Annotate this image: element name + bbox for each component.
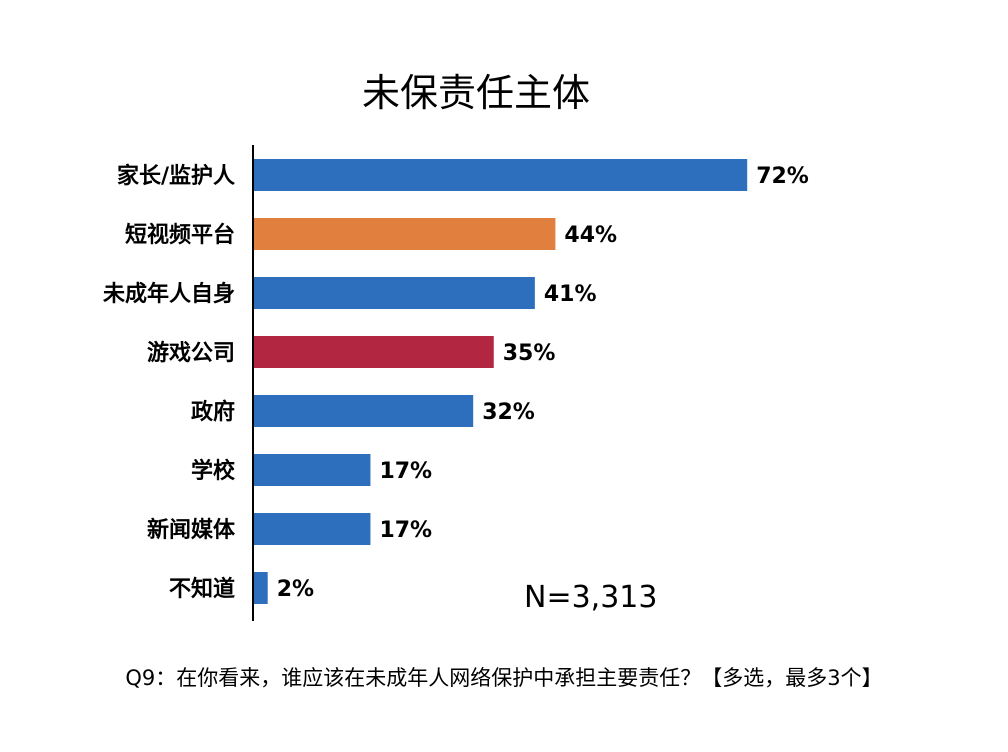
value-label-7: 2% [277, 577, 314, 602]
category-label-4: 政府 [191, 399, 235, 425]
category-label-1: 短视频平台 [125, 222, 235, 248]
category-label-6: 新闻媒体 [147, 517, 236, 543]
category-label-2: 未成年人自身 [103, 281, 235, 307]
bar-5 [254, 454, 371, 486]
value-label-5: 17% [379, 459, 432, 484]
bar-1 [254, 218, 556, 250]
category-label-5: 学校 [191, 458, 236, 484]
value-label-2: 41% [544, 282, 597, 307]
bar-0 [254, 159, 748, 191]
value-label-4: 32% [482, 400, 535, 425]
sample-size-label: N=3,313 [524, 580, 658, 615]
bar-7 [254, 572, 268, 604]
chart-title: 未保责任主体 [361, 71, 590, 115]
bar-3 [254, 336, 494, 368]
bar-6 [254, 513, 371, 545]
question-footnote: Q9：在你看来，谁应该在未成年人网络保护中承担主要责任？【多选，最多3个】 [125, 666, 883, 690]
value-label-1: 44% [564, 223, 617, 248]
category-label-0: 家长/监护人 [117, 163, 235, 189]
bar-2 [254, 277, 535, 309]
category-label-3: 游戏公司 [147, 340, 235, 366]
category-label-7: 不知道 [169, 576, 235, 602]
bars-group: 家长/监护人 72% 短视频平台 44% 未成年人自身 41% 游戏公司 35% 政府 32% 学校… [103, 159, 809, 604]
value-label-6: 17% [379, 518, 432, 543]
value-label-0: 72% [756, 164, 809, 189]
bar-4 [254, 395, 474, 427]
value-label-3: 35% [503, 341, 556, 366]
